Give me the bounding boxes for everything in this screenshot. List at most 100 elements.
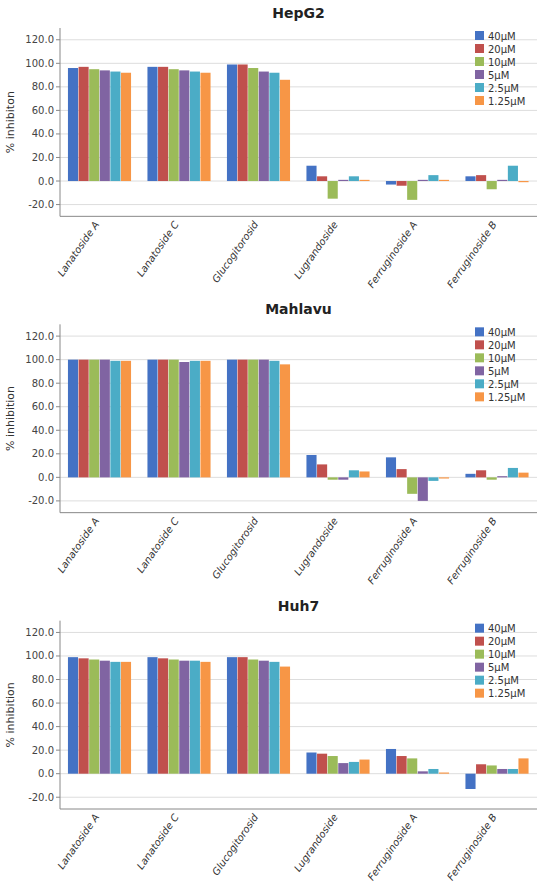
chart-figure: HepG2% inhibiton-20.00.020.040.060.080.0… xyxy=(0,0,547,889)
y-tick xyxy=(56,86,60,87)
y-tick xyxy=(56,655,60,656)
bar xyxy=(328,756,338,774)
x-tick-label: Ferruginoside B xyxy=(445,812,499,883)
bar xyxy=(476,175,486,181)
bar xyxy=(359,760,369,774)
bar xyxy=(397,181,407,186)
bar xyxy=(100,661,110,774)
bar xyxy=(269,73,279,181)
bar xyxy=(397,756,407,774)
bar xyxy=(328,181,338,199)
y-tick-label: 100.0 xyxy=(25,650,54,661)
bar xyxy=(269,361,279,478)
x-tick-label: Lanatoside A xyxy=(55,219,101,278)
y-tick xyxy=(56,750,60,751)
bar xyxy=(238,657,248,774)
y-tick xyxy=(56,204,60,205)
legend-swatch xyxy=(475,689,484,698)
bar xyxy=(428,175,438,181)
legend-label: 10μM xyxy=(488,353,516,364)
legend-label: 5μM xyxy=(488,366,509,377)
legend-label: 5μM xyxy=(488,662,509,673)
bars xyxy=(68,64,529,199)
bar xyxy=(68,360,78,478)
y-axis-label: % inhibiton xyxy=(4,91,17,153)
grid-line xyxy=(60,157,537,158)
bar xyxy=(338,477,348,479)
bar xyxy=(349,176,359,181)
bar xyxy=(497,476,507,477)
y-tick-label: 120.0 xyxy=(25,331,54,342)
bar xyxy=(465,774,475,789)
bar xyxy=(238,64,248,181)
bar xyxy=(89,360,99,478)
bar xyxy=(79,658,89,773)
y-tick-label: 40.0 xyxy=(32,425,54,436)
y-tick-label: -20.0 xyxy=(28,199,54,210)
bar xyxy=(200,361,210,478)
y-tick-label: 20.0 xyxy=(32,448,54,459)
legend-swatch xyxy=(475,44,484,53)
bar xyxy=(407,181,417,200)
y-tick-label: 0.0 xyxy=(38,176,54,187)
bar xyxy=(428,477,438,481)
x-tick-label: Ferruginoside A xyxy=(365,219,419,290)
grid-line xyxy=(60,430,537,431)
legend-label: 20μM xyxy=(488,340,516,351)
y-tick-label: 20.0 xyxy=(32,745,54,756)
y-tick-label: -20.0 xyxy=(28,792,54,803)
bar xyxy=(147,657,157,774)
bar xyxy=(200,662,210,774)
bar xyxy=(349,762,359,774)
y-tick-label: 80.0 xyxy=(32,81,54,92)
bar xyxy=(476,764,486,773)
x-tick-label: Lugrandoside xyxy=(292,812,340,874)
bar xyxy=(317,176,327,181)
panel: Mahlavu% inhibition-20.00.020.040.060.08… xyxy=(4,301,537,586)
bar xyxy=(248,360,258,478)
bar xyxy=(359,180,369,181)
bar xyxy=(418,477,428,501)
bar xyxy=(269,662,279,774)
grid-line xyxy=(60,63,537,64)
bar xyxy=(476,470,486,477)
bar xyxy=(306,166,316,181)
panel: Huh7% inhibition-20.00.020.040.060.080.0… xyxy=(4,598,537,883)
y-tick-label: 60.0 xyxy=(32,698,54,709)
y-tick xyxy=(56,500,60,501)
y-tick-label: 80.0 xyxy=(32,674,54,685)
legend-label: 10μM xyxy=(488,649,516,660)
bar xyxy=(386,749,396,774)
bar xyxy=(386,457,396,477)
bar xyxy=(259,72,269,181)
bar xyxy=(487,181,497,189)
bar xyxy=(280,80,290,181)
bar xyxy=(407,758,417,773)
bar xyxy=(349,470,359,477)
x-tick-label: Lanatoside A xyxy=(55,515,101,574)
grid-line xyxy=(60,726,537,727)
bar xyxy=(158,658,168,773)
legend-swatch xyxy=(475,392,484,401)
bar xyxy=(110,662,120,774)
bars xyxy=(68,360,529,501)
bar xyxy=(439,477,449,478)
bar xyxy=(147,360,157,478)
bar xyxy=(158,360,168,478)
y-tick-label: 120.0 xyxy=(25,34,54,45)
legend-swatch xyxy=(475,31,484,40)
grid-line xyxy=(60,453,537,454)
bar xyxy=(79,67,89,181)
bar xyxy=(89,660,99,774)
bar xyxy=(169,360,179,478)
bar xyxy=(317,464,327,477)
bar xyxy=(306,455,316,477)
y-tick xyxy=(56,632,60,633)
bar xyxy=(248,660,258,774)
bar xyxy=(280,364,290,477)
bar xyxy=(68,657,78,774)
legend-label: 2.5μM xyxy=(488,379,519,390)
y-tick-label: 120.0 xyxy=(25,627,54,638)
bar xyxy=(121,361,131,478)
y-tick xyxy=(56,133,60,134)
